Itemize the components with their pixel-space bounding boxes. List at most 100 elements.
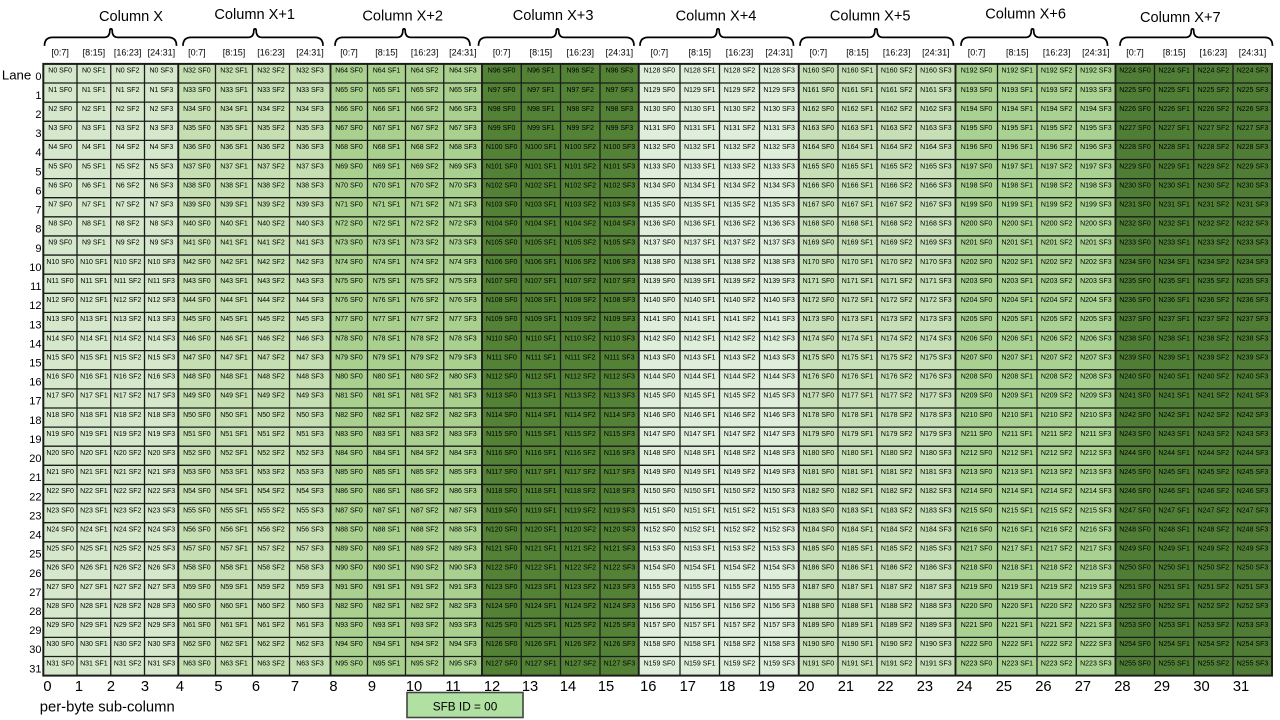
- svg-text:N72 SF0: N72 SF0: [335, 221, 363, 228]
- svg-text:N155 SF0: N155 SF0: [644, 584, 676, 591]
- svg-text:N29 SF1: N29 SF1: [80, 622, 108, 629]
- svg-text:N36 SF0: N36 SF0: [183, 144, 211, 151]
- svg-text:N231 SF3: N231 SF3: [1237, 202, 1269, 209]
- svg-text:N121 SF0: N121 SF0: [486, 546, 518, 553]
- svg-text:N150 SF1: N150 SF1: [684, 488, 716, 495]
- svg-text:N4 SF1: N4 SF1: [82, 144, 106, 151]
- svg-text:N27 SF1: N27 SF1: [80, 584, 108, 591]
- svg-text:N124 SF0: N124 SF0: [486, 603, 518, 610]
- svg-text:N167 SF2: N167 SF2: [881, 202, 913, 209]
- svg-text:N13 SF1: N13 SF1: [80, 316, 108, 323]
- svg-text:N164 SF2: N164 SF2: [881, 144, 913, 151]
- svg-text:N48 SF0: N48 SF0: [183, 374, 211, 381]
- svg-text:N26 SF2: N26 SF2: [114, 565, 142, 572]
- svg-text:N124 SF2: N124 SF2: [564, 603, 596, 610]
- svg-text:N252 SF3: N252 SF3: [1237, 603, 1269, 610]
- svg-text:N110 SF3: N110 SF3: [604, 335, 635, 342]
- svg-text:N238 SF2: N238 SF2: [1198, 335, 1230, 342]
- svg-text:N99 SF1: N99 SF1: [527, 125, 555, 132]
- svg-text:N175 SF2: N175 SF2: [881, 354, 913, 361]
- svg-text:N170 SF1: N170 SF1: [842, 259, 874, 266]
- svg-text:N101 SF2: N101 SF2: [564, 163, 596, 170]
- svg-text:N208 SF1: N208 SF1: [1001, 374, 1033, 381]
- svg-text:N248 SF1: N248 SF1: [1158, 526, 1190, 533]
- svg-text:N157 SF3: N157 SF3: [763, 622, 795, 629]
- svg-text:N141 SF3: N141 SF3: [763, 316, 795, 323]
- svg-text:N59 SF0: N59 SF0: [183, 584, 211, 591]
- svg-text:Column X+6: Column X+6: [985, 6, 1066, 22]
- svg-text:N80 SF2: N80 SF2: [411, 374, 439, 381]
- svg-text:N85 SF1: N85 SF1: [373, 469, 401, 476]
- svg-text:N157 SF0: N157 SF0: [644, 622, 676, 629]
- svg-text:N94 SF1: N94 SF1: [373, 641, 401, 648]
- svg-text:N147 SF3: N147 SF3: [763, 431, 795, 438]
- svg-text:N148 SF2: N148 SF2: [724, 450, 756, 457]
- svg-text:N36 SF1: N36 SF1: [220, 144, 248, 151]
- svg-text:N36 SF2: N36 SF2: [257, 144, 285, 151]
- svg-text:N14 SF2: N14 SF2: [114, 335, 142, 342]
- svg-text:N7 SF1: N7 SF1: [82, 202, 106, 209]
- svg-text:12: 12: [29, 300, 41, 312]
- svg-text:N32 SF1: N32 SF1: [220, 68, 248, 75]
- svg-text:N167 SF3: N167 SF3: [920, 202, 952, 209]
- svg-text:3: 3: [35, 128, 41, 140]
- svg-text:N140 SF2: N140 SF2: [724, 297, 756, 304]
- svg-text:N228 SF0: N228 SF0: [1119, 144, 1151, 151]
- svg-text:N91 SF0: N91 SF0: [335, 584, 363, 591]
- svg-text:N225 SF1: N225 SF1: [1158, 87, 1190, 94]
- svg-text:N120 SF2: N120 SF2: [564, 526, 596, 533]
- svg-text:N150 SF3: N150 SF3: [763, 488, 795, 495]
- svg-text:N217 SF1: N217 SF1: [1001, 546, 1033, 553]
- svg-text:N49 SF2: N49 SF2: [257, 393, 285, 400]
- svg-text:N239 SF1: N239 SF1: [1158, 354, 1190, 361]
- svg-text:N206 SF1: N206 SF1: [1001, 335, 1033, 342]
- svg-text:N129 SF3: N129 SF3: [763, 87, 795, 94]
- svg-text:N170 SF3: N170 SF3: [920, 259, 952, 266]
- svg-text:N136 SF1: N136 SF1: [684, 221, 716, 228]
- svg-text:N19 SF3: N19 SF3: [148, 431, 176, 438]
- svg-text:N226 SF2: N226 SF2: [1198, 106, 1230, 113]
- svg-text:N89 SF1: N89 SF1: [373, 546, 401, 553]
- svg-text:N26 SF0: N26 SF0: [46, 565, 74, 572]
- svg-text:N219 SF3: N219 SF3: [1080, 584, 1112, 591]
- svg-text:N4 SF0: N4 SF0: [48, 144, 72, 151]
- svg-text:N19 SF0: N19 SF0: [46, 431, 74, 438]
- svg-text:N170 SF2: N170 SF2: [881, 259, 913, 266]
- svg-text:N188 SF3: N188 SF3: [920, 603, 952, 610]
- svg-text:[0:7]: [0:7]: [651, 47, 669, 57]
- svg-text:24: 24: [29, 530, 41, 542]
- svg-text:N177 SF3: N177 SF3: [920, 393, 952, 400]
- svg-text:N16 SF1: N16 SF1: [80, 374, 108, 381]
- svg-text:N50 SF1: N50 SF1: [220, 412, 248, 419]
- svg-text:N225 SF3: N225 SF3: [1237, 87, 1269, 94]
- svg-text:N148 SF3: N148 SF3: [763, 450, 795, 457]
- svg-text:N119 SF0: N119 SF0: [486, 507, 517, 514]
- svg-text:N219 SF1: N219 SF1: [1001, 584, 1033, 591]
- svg-text:N158 SF0: N158 SF0: [644, 641, 676, 648]
- svg-text:N209 SF2: N209 SF2: [1041, 393, 1073, 400]
- svg-text:N125 SF0: N125 SF0: [486, 622, 518, 629]
- svg-text:N50 SF3: N50 SF3: [296, 412, 324, 419]
- svg-text:N67 SF0: N67 SF0: [335, 125, 363, 132]
- svg-text:N89 SF3: N89 SF3: [449, 546, 477, 553]
- svg-text:N249 SF1: N249 SF1: [1158, 546, 1190, 553]
- svg-text:N100 SF0: N100 SF0: [486, 144, 518, 151]
- svg-text:N146 SF1: N146 SF1: [684, 412, 716, 419]
- svg-text:N219 SF2: N219 SF2: [1041, 584, 1073, 591]
- svg-text:N126 SF3: N126 SF3: [604, 641, 636, 648]
- svg-text:N232 SF3: N232 SF3: [1237, 221, 1269, 228]
- svg-text:N71 SF1: N71 SF1: [373, 202, 401, 209]
- svg-text:N242 SF2: N242 SF2: [1198, 412, 1230, 419]
- svg-text:N178 SF3: N178 SF3: [920, 412, 952, 419]
- svg-text:N83 SF3: N83 SF3: [449, 431, 477, 438]
- svg-text:N51 SF1: N51 SF1: [220, 431, 248, 438]
- svg-text:N179 SF1: N179 SF1: [842, 431, 874, 438]
- svg-text:N31 SF3: N31 SF3: [148, 660, 176, 667]
- svg-text:N15 SF3: N15 SF3: [148, 354, 176, 361]
- svg-text:N173 SF2: N173 SF2: [881, 316, 913, 323]
- svg-text:N97 SF0: N97 SF0: [488, 87, 516, 94]
- svg-text:Column X+7: Column X+7: [1140, 10, 1221, 26]
- svg-text:31: 31: [1233, 679, 1249, 695]
- svg-text:N151 SF0: N151 SF0: [644, 507, 676, 514]
- svg-text:N99 SF2: N99 SF2: [566, 125, 594, 132]
